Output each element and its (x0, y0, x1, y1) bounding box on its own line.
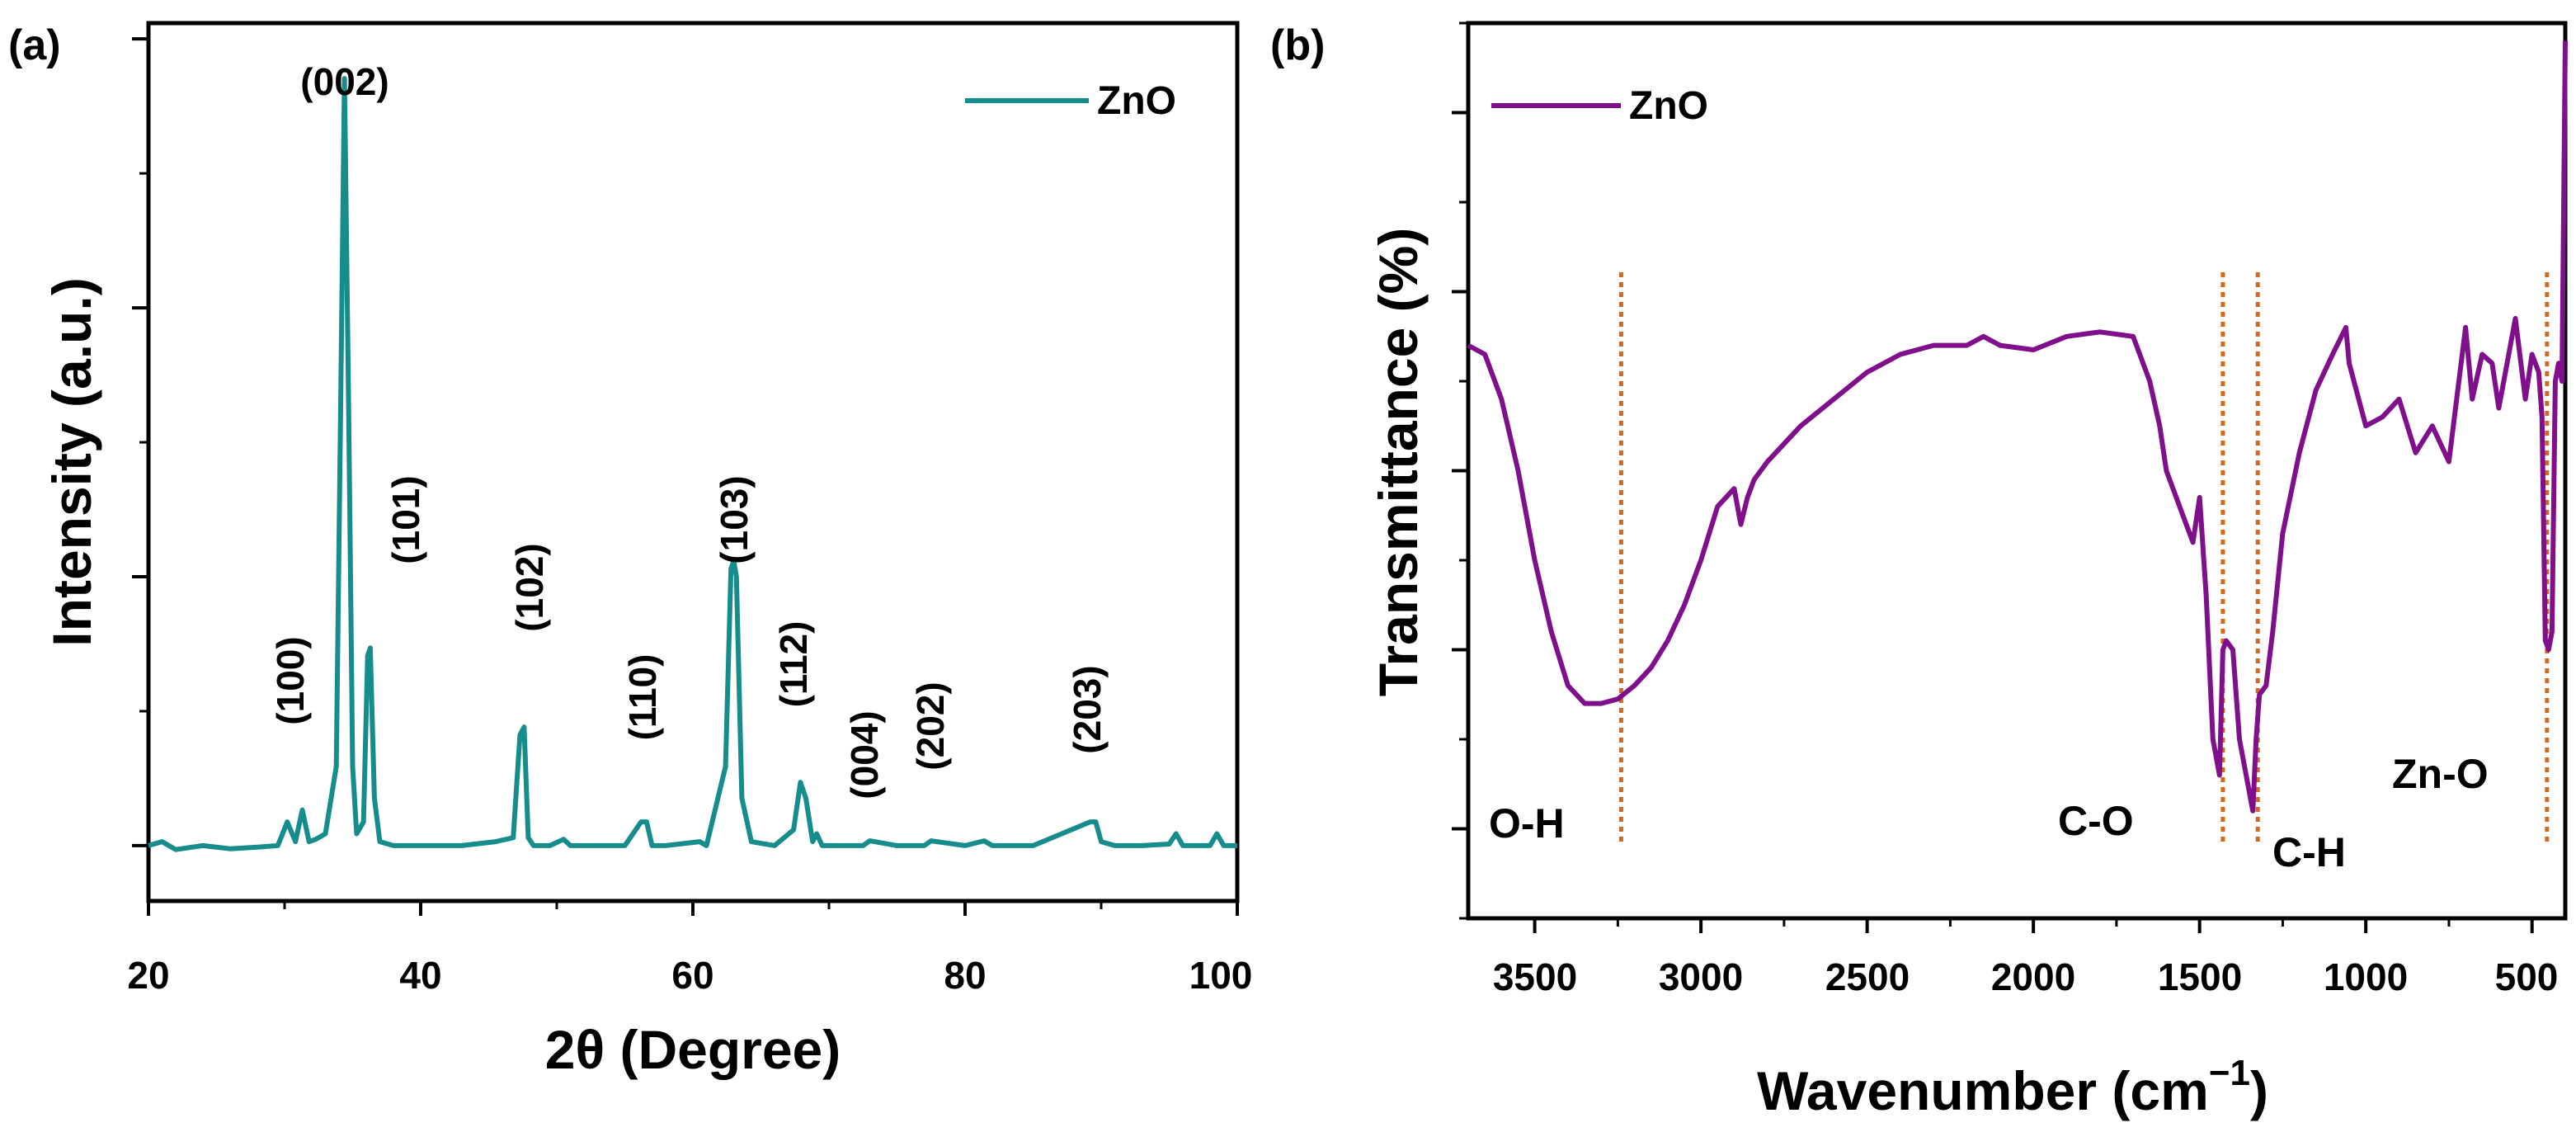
x-tick-label: 3500 (1493, 955, 1577, 998)
peak-label-102: (102) (508, 543, 551, 631)
x-tick-label: 3000 (1659, 955, 1743, 998)
peak-label-004: (004) (843, 710, 886, 799)
band-label-o-h: O-H (1489, 800, 1565, 847)
peak-label-103: (103) (713, 475, 756, 564)
series-line-zno-xrd (148, 76, 1237, 852)
x-tick-label: 1500 (2158, 955, 2242, 998)
x-tick-label: 80 (944, 954, 986, 997)
x-tick-label: 500 (2495, 955, 2559, 998)
y-ticks-a (132, 37, 148, 847)
peak-label-110: (110) (621, 654, 664, 741)
x-tick-label: 20 (127, 954, 169, 997)
x-tick-label: 1000 (2324, 955, 2408, 998)
x-tick-label: 2000 (1991, 955, 2075, 998)
x-axis-title-a: 2θ (Degree) (545, 1019, 841, 1080)
series-line-zno-ftir (1467, 40, 2568, 814)
x-axis-title-b: Wavenumber (cm−1) (1757, 1053, 2268, 1121)
peak-label-203: (203) (1066, 665, 1109, 753)
panel-label-a: (a) (8, 21, 61, 69)
x-axis-a: 20 40 60 80 100 2θ (Degree) (127, 901, 1252, 1080)
legend-label-b: ZnO (1629, 84, 1708, 128)
x-ticks-a (147, 901, 1239, 916)
peak-label-002: (002) (300, 60, 389, 103)
legend-label-a: ZnO (1097, 79, 1176, 123)
peak-label-202: (202) (909, 682, 952, 770)
y-axis-a: Intensity (a.u.) (41, 37, 148, 847)
peak-label-100: (100) (269, 636, 312, 724)
panel-a: (a) 20 40 60 80 100 2θ (Degree) Intensit… (8, 21, 1252, 1080)
x-tick-label: 2500 (1825, 955, 1910, 998)
plot-frame-a (146, 21, 1240, 903)
y-axis-title-a: Intensity (a.u.) (41, 277, 102, 646)
x-tick-label: 40 (399, 954, 441, 997)
x-axis-b: 3500 3000 2500 2000 1500 1000 500 Wavenu… (1493, 918, 2559, 1121)
peak-label-112: (112) (772, 621, 815, 708)
y-ticks-b (1452, 21, 1468, 920)
y-axis-title-b: Transmittance (%) (1368, 228, 1429, 696)
panel-label-b: (b) (1270, 21, 1325, 69)
peak-label-101: (101) (384, 475, 427, 564)
y-axis-b: Transmittance (%) (1368, 21, 1468, 920)
x-ticks-b (1533, 918, 2534, 933)
band-labels: O-H C-O C-H Zn-O (1489, 751, 2489, 875)
band-label-c-o: C-O (2058, 798, 2134, 844)
peak-labels: (002) (100) (101) (102) (110) (103) (112… (269, 60, 1109, 799)
x-tick-label: 60 (671, 954, 713, 997)
legend-b: ZnO (1491, 84, 1708, 128)
panel-b: (b) 3500 3000 2500 2000 1500 1000 500 Wa… (1270, 21, 2568, 1121)
x-tick-label: 100 (1189, 954, 1253, 997)
legend-a: ZnO (965, 79, 1176, 123)
band-label-c-h: C-H (2272, 829, 2346, 875)
band-label-zn-o: Zn-O (2392, 751, 2489, 797)
